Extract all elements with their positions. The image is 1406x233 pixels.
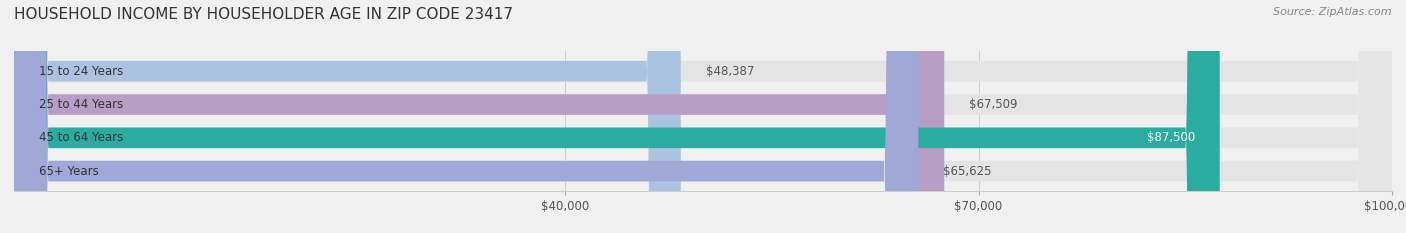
Text: 25 to 44 Years: 25 to 44 Years [39, 98, 124, 111]
FancyBboxPatch shape [14, 0, 945, 233]
FancyBboxPatch shape [14, 0, 1392, 233]
FancyBboxPatch shape [14, 0, 681, 233]
Text: HOUSEHOLD INCOME BY HOUSEHOLDER AGE IN ZIP CODE 23417: HOUSEHOLD INCOME BY HOUSEHOLDER AGE IN Z… [14, 7, 513, 22]
Text: $65,625: $65,625 [943, 164, 991, 178]
Text: 65+ Years: 65+ Years [39, 164, 98, 178]
Text: Source: ZipAtlas.com: Source: ZipAtlas.com [1274, 7, 1392, 17]
FancyBboxPatch shape [14, 0, 1220, 233]
Text: 15 to 24 Years: 15 to 24 Years [39, 65, 124, 78]
FancyBboxPatch shape [14, 0, 918, 233]
Text: 45 to 64 Years: 45 to 64 Years [39, 131, 124, 144]
FancyBboxPatch shape [14, 0, 1392, 233]
FancyBboxPatch shape [14, 0, 1392, 233]
FancyBboxPatch shape [14, 0, 1392, 233]
Text: $87,500: $87,500 [1147, 131, 1195, 144]
Text: $67,509: $67,509 [969, 98, 1018, 111]
Text: $48,387: $48,387 [706, 65, 754, 78]
